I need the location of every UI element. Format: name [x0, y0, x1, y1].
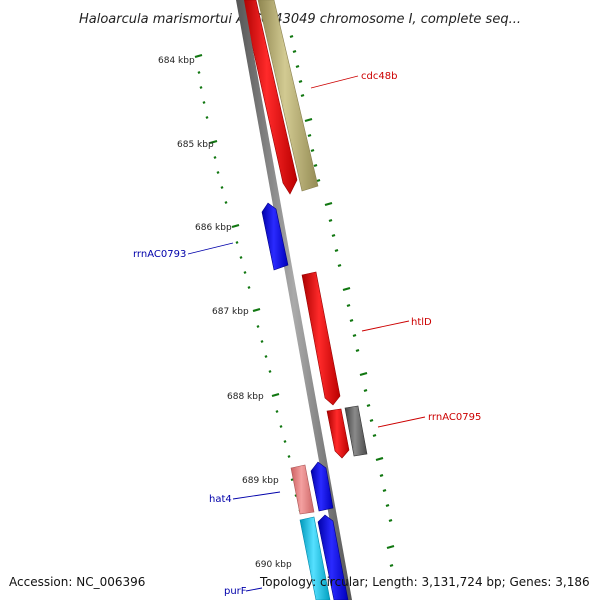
tick-label-686: 686 kbp — [195, 223, 232, 233]
gene-label-rrnAC0793[interactable]: rrnAC0793 — [133, 249, 186, 260]
tick-label-689: 689 kbp — [242, 476, 279, 486]
gene-label-purF[interactable]: purF — [224, 586, 247, 597]
purF-cyan-feature[interactable] — [299, 516, 331, 600]
hat4-pink-feature[interactable] — [290, 464, 315, 515]
kbp-labels: 684 kbp 685 kbp 686 kbp 687 kbp 688 kbp … — [158, 56, 292, 570]
tick-label-687: 687 kbp — [212, 307, 249, 317]
gene-label-cdc48b[interactable]: cdc48b — [361, 71, 397, 82]
gene-labels: cdc48b rrnAC0793 htlD rrnAC0795 hat4 pur… — [133, 71, 481, 597]
tick-label-685: 685 kbp — [177, 140, 214, 150]
htlD-feature[interactable] — [301, 271, 341, 406]
gene-label-hat4[interactable]: hat4 — [209, 494, 232, 505]
inner-tick-ring — [289, 34, 395, 568]
purF-blue-feature[interactable] — [317, 514, 349, 600]
topology-text: Topology: circular; Length: 3,131,724 bp… — [259, 575, 590, 589]
tick-label-684: 684 kbp — [158, 56, 195, 66]
backbone-track — [236, 0, 352, 600]
map-title: Haloarcula marismortui ATCC 43049 chromo… — [79, 12, 521, 27]
hat4-blue-feature[interactable] — [310, 461, 334, 512]
cdc48b-feature[interactable] — [241, 0, 298, 195]
accession-text: Accession: NC_006396 — [9, 575, 145, 589]
tick-label-690: 690 kbp — [255, 560, 292, 570]
gene-label-htlD[interactable]: htlD — [411, 317, 432, 328]
gene-label-rrnAC0795[interactable]: rrnAC0795 — [428, 412, 481, 423]
rrnAC0793-feature[interactable] — [261, 202, 289, 271]
label-leaders — [187, 75, 426, 592]
rrnAC0795-gray-feature[interactable] — [344, 405, 368, 457]
cdc48b-outer-feature[interactable] — [257, 0, 319, 192]
tick-label-688: 688 kbp — [227, 392, 264, 402]
rrnAC0795-red-feature[interactable] — [326, 408, 350, 459]
